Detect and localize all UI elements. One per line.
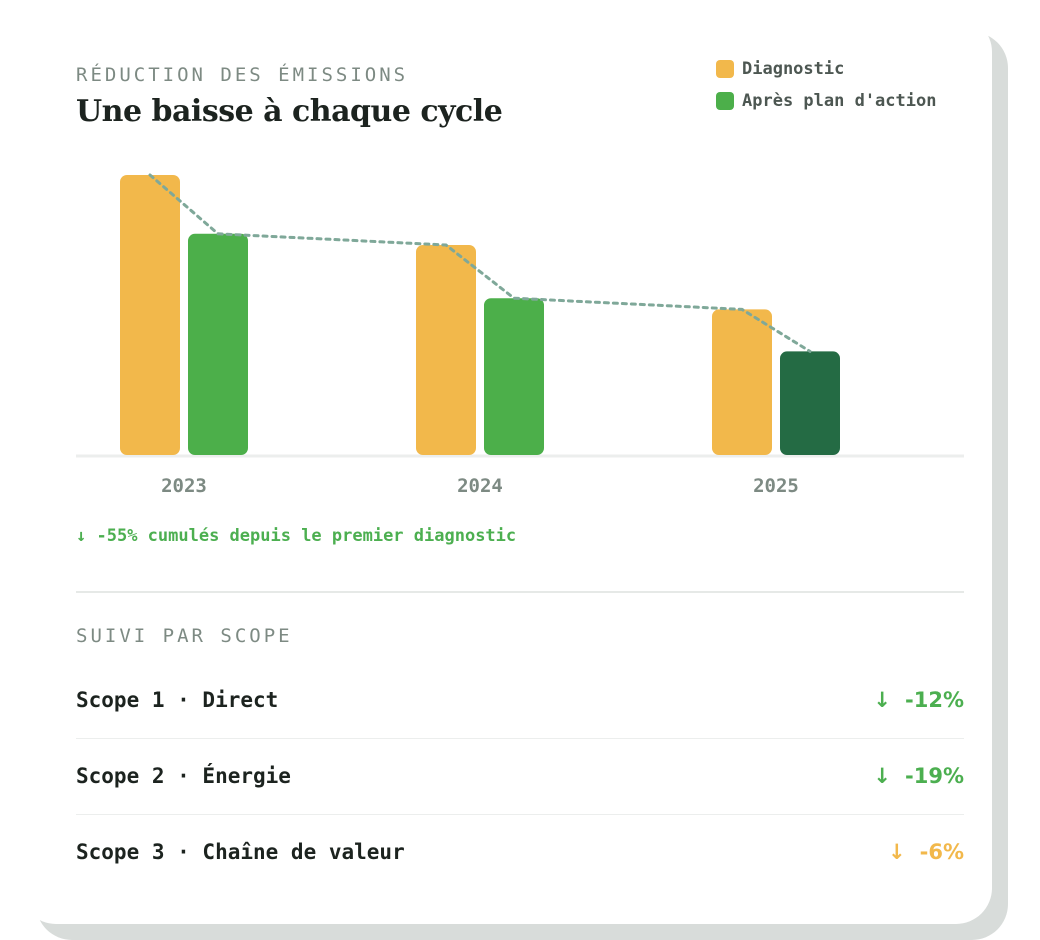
- legend-item-diagnostic: Diagnostic: [716, 58, 936, 80]
- chart-legend: Diagnostic Après plan d'action: [716, 58, 936, 122]
- trend-line: [148, 173, 812, 353]
- section-eyebrow: RÉDUCTION DES ÉMISSIONS: [76, 64, 409, 86]
- bar-diagnostic-2025: [712, 309, 772, 455]
- scope-delta: ↓ -19%: [873, 764, 964, 788]
- down-arrow-icon: ↓: [873, 688, 892, 712]
- down-arrow-icon: ↓: [873, 764, 892, 788]
- scope-row-label: Scope 3 · Chaîne de valeur: [76, 840, 405, 864]
- scope-delta-value: -19%: [905, 764, 964, 788]
- legend-swatch-diagnostic: [716, 60, 734, 78]
- scope-row-label: Scope 2 · Énergie: [76, 764, 291, 788]
- bar-after-2024: [484, 298, 544, 455]
- x-tick-label-2023: 2023: [161, 475, 207, 497]
- emissions-card: [20, 16, 992, 924]
- legend-label-diagnostic: Diagnostic: [742, 59, 845, 79]
- x-tick-label-2024: 2024: [457, 475, 503, 497]
- bar-diagnostic-2023: [120, 175, 180, 455]
- legend-label-after: Après plan d'action: [742, 91, 937, 111]
- cumulative-reduction-text: -55% cumulés depuis le premier diagnosti…: [96, 526, 517, 546]
- legend-item-after: Après plan d'action: [716, 90, 936, 112]
- scope-row-3: Scope 3 · Chaîne de valeur ↓ -6%: [76, 814, 964, 890]
- x-tick-label-2025: 2025: [753, 475, 799, 497]
- bar-diagnostic-2024: [416, 245, 476, 455]
- scope-delta-value: -6%: [919, 840, 964, 864]
- cumulative-reduction: ↓ -55% cumulés depuis le premier diagnos…: [76, 526, 516, 546]
- bar-after-2023: [188, 233, 248, 455]
- scope-row-2: Scope 2 · Énergie ↓ -19%: [76, 738, 964, 815]
- section-divider: [76, 591, 964, 593]
- emissions-bar-chart: 2023 2024 2025: [76, 173, 964, 497]
- scope-delta-value: -12%: [905, 688, 964, 712]
- scope-delta: ↓ -12%: [873, 688, 964, 712]
- scope-row-label: Scope 1 · Direct: [76, 688, 279, 712]
- scope-delta: ↓ -6%: [888, 840, 964, 864]
- card-title: Une baisse à chaque cycle: [76, 94, 503, 129]
- scope-section-title: SUIVI PAR SCOPE: [76, 625, 293, 647]
- bar-after-2025: [780, 351, 840, 455]
- legend-swatch-after: [716, 92, 734, 110]
- down-arrow-icon: ↓: [888, 840, 906, 864]
- down-arrow-icon: ↓: [76, 526, 87, 546]
- scope-row-1: Scope 1 · Direct ↓ -12%: [76, 662, 964, 739]
